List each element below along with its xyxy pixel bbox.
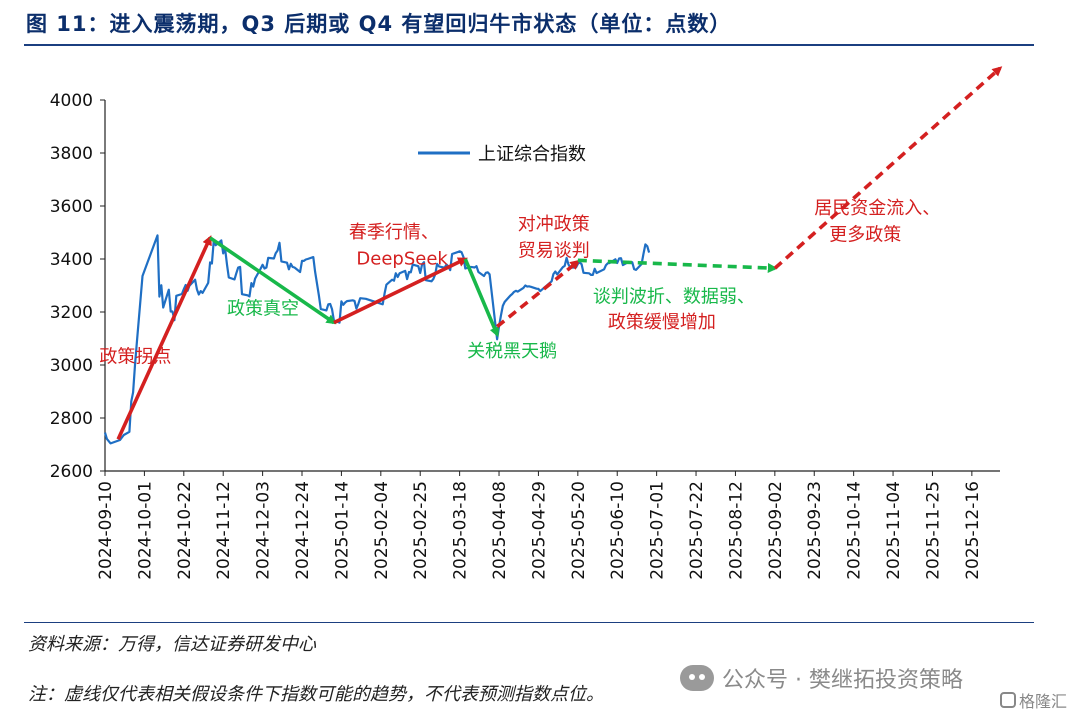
annotation-label: 政策真空	[227, 299, 299, 320]
y-tick-label: 3000	[50, 356, 93, 376]
annotation-label: DeepSeek	[356, 248, 448, 269]
annotations: 政策拐点 政策真空 春季行情、 DeepSeek 关税黑天鹅 对冲政策贸易谈判谈判波折、数…	[99, 198, 940, 367]
x-tick-label: 2025-07-22	[687, 481, 707, 580]
x-tick-label: 2024-10-22	[175, 481, 195, 580]
y-tick-label: 3400	[50, 250, 93, 270]
footer-rule	[24, 622, 1034, 623]
trend-arrow	[116, 235, 212, 440]
x-tick-label: 2025-02-25	[411, 481, 431, 580]
trend-arrows	[116, 66, 1003, 440]
annotation-label: 关税黑天鹅	[467, 341, 557, 362]
trend-arrow	[773, 66, 1003, 270]
x-tick-label: 2025-08-12	[726, 481, 746, 580]
x-tick-label: 2025-05-20	[569, 481, 589, 580]
x-tick-label: 2025-10-14	[845, 481, 865, 580]
series-line-shanghai-composite	[103, 234, 651, 445]
x-tick-label: 2024-12-03	[254, 481, 274, 580]
x-tick-label: 2025-01-14	[332, 481, 352, 580]
trend-arrow	[209, 236, 337, 325]
x-tick-label: 2025-06-10	[608, 481, 628, 580]
x-tick-label: 2025-11-04	[884, 481, 904, 580]
y-tick-label: 2600	[50, 462, 93, 482]
x-tick-label: 2025-02-04	[372, 481, 392, 580]
y-tick-label: 2800	[50, 409, 93, 429]
gelonghui-icon	[1000, 692, 1016, 708]
chart-svg: 2024-09-10 2024-10-01 2024-10-22 2024-11-12…	[50, 66, 1003, 580]
annotation-label: 对冲政策	[518, 214, 590, 235]
legend-label: 上证综合指数	[478, 144, 586, 165]
trend-arrow	[333, 257, 468, 325]
y-tick-label: 3600	[50, 197, 93, 217]
annotation-label: 更多政策	[829, 224, 901, 245]
x-tick-label: 2024-10-01	[135, 481, 155, 580]
x-tick-label: 2025-09-02	[766, 481, 786, 580]
y-axis-ticks: 2600 2800 3000 3200 3400 3600 3800 4000	[50, 91, 105, 482]
x-tick-label: 2025-07-01	[648, 481, 668, 580]
annotation-label: 政策拐点	[99, 346, 171, 367]
figure-title: 图 11：进入震荡期，Q3 后期或 Q4 有望回归牛市状态（单位：点数）	[26, 12, 732, 36]
source-note: 资料来源：万得，信达证券研发中心	[28, 634, 316, 655]
corner-logo: 格隆汇	[1000, 688, 1067, 712]
legend: 上证综合指数	[418, 144, 586, 165]
trend-arrow	[577, 258, 778, 273]
x-tick-label: 2024-11-12	[214, 481, 234, 580]
x-tick-label: 2025-11-25	[923, 481, 943, 580]
y-tick-label: 4000	[50, 91, 93, 111]
annotation-label: 谈判波折、数据弱、	[593, 287, 755, 308]
disclaimer-note: 注：虚线仅代表相关假设条件下指数可能的趋势，不代表预测指数点位。	[28, 684, 604, 705]
x-tick-label: 2025-09-23	[805, 481, 825, 580]
watermark: 公众号 · 樊继拓投资策略	[680, 662, 963, 694]
wechat-icon	[680, 665, 714, 691]
x-tick-label: 2024-12-24	[293, 481, 313, 580]
trend-arrow	[463, 258, 500, 338]
chart-axes	[104, 100, 1000, 472]
annotation-label: 春季行情、	[349, 222, 439, 243]
x-axis-ticks: 2024-09-10 2024-10-01 2024-10-22 2024-11-12…	[96, 471, 983, 580]
y-tick-label: 3800	[50, 144, 93, 164]
watermark-text: 公众号 · 樊继拓投资策略	[722, 668, 963, 693]
x-tick-label: 2024-09-10	[96, 481, 116, 580]
annotation-label: 居民资金流入、	[814, 198, 940, 219]
x-tick-label: 2025-04-29	[529, 481, 549, 580]
trend-arrow	[496, 259, 581, 328]
corner-label: 格隆汇	[1019, 692, 1068, 711]
x-tick-label: 2025-12-16	[963, 481, 983, 580]
x-tick-label: 2025-03-18	[451, 481, 471, 580]
annotation-label: 政策缓慢增加	[608, 312, 716, 333]
title-rule	[24, 44, 1034, 46]
y-tick-label: 3200	[50, 303, 93, 323]
x-tick-label: 2025-04-08	[490, 481, 510, 580]
annotation-label: 贸易谈判	[518, 240, 590, 261]
